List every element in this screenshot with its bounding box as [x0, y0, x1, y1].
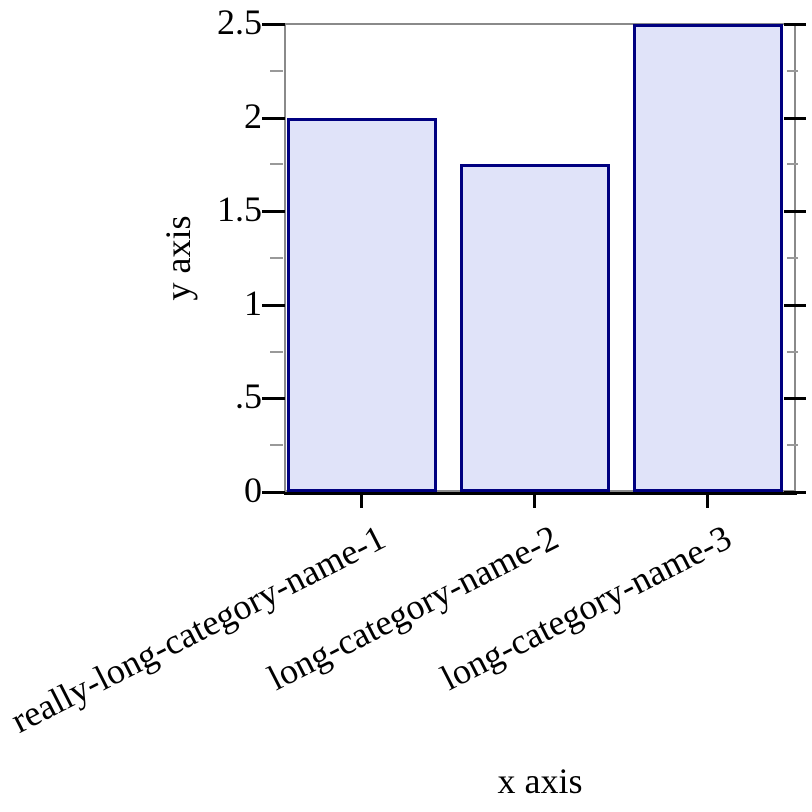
- right-axis-major-tick: [784, 303, 806, 307]
- y-tick-label: 2: [244, 95, 262, 136]
- right-axis-major-tick: [784, 23, 806, 26]
- right-axis-major-tick: [784, 116, 806, 120]
- y-tick-label: 0: [244, 470, 262, 510]
- y-tick-label: .5: [235, 376, 262, 417]
- right-axis-major-tick: [784, 397, 806, 401]
- x-axis-line: [284, 492, 797, 495]
- x-category-tick: [360, 494, 364, 508]
- x-category-tick: [706, 494, 710, 508]
- y-axis-title: y axis: [158, 215, 198, 301]
- x-category-label: long-category-name-3: [434, 517, 738, 698]
- y-axis-minor-tick: [270, 257, 283, 259]
- right-axis-minor-tick: [787, 69, 798, 72]
- y-axis-major-tick: [262, 397, 285, 401]
- right-axis-minor-tick: [787, 163, 798, 166]
- y-tick-label: 2.5: [217, 2, 262, 42]
- y-tick-label: 1: [244, 282, 262, 323]
- y-axis-minor-tick: [270, 350, 283, 353]
- y-axis-major-tick: [262, 210, 285, 214]
- y-axis-major-tick: [262, 116, 285, 120]
- x-axis-title: x axis: [497, 761, 583, 801]
- x-category-label: long-category-name-2: [261, 517, 565, 698]
- y-axis-minor-tick: [270, 163, 283, 166]
- y-axis-minor-tick: [270, 444, 283, 447]
- x-category-tick: [533, 494, 537, 508]
- bar-2: [459, 164, 610, 492]
- y-tick-label: 1.5: [217, 189, 262, 230]
- right-axis-minor-tick: [787, 257, 798, 259]
- bar-3: [632, 24, 783, 492]
- right-axis-major-tick: [784, 210, 806, 214]
- right-axis-minor-tick: [787, 350, 798, 353]
- y-axis-major-tick: [262, 23, 285, 26]
- bar-1: [286, 117, 437, 492]
- right-axis-minor-tick: [787, 444, 798, 447]
- y-axis-major-tick: [262, 491, 285, 494]
- y-axis-minor-tick: [270, 69, 283, 72]
- y-axis-major-tick: [262, 303, 285, 307]
